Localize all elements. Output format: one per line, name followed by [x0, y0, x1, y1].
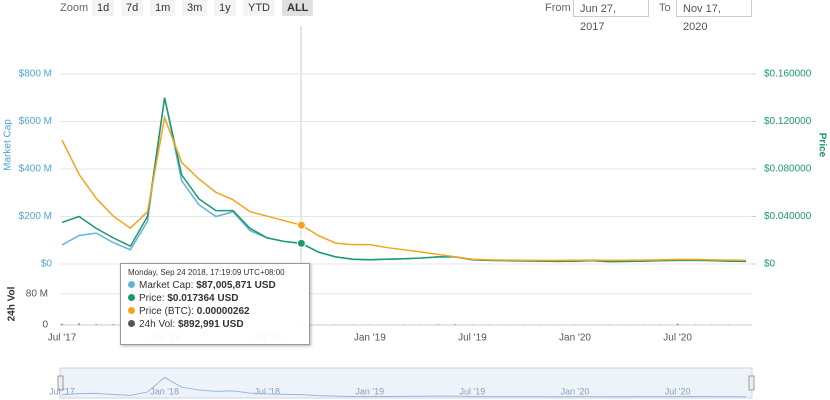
tooltip-value: $0.017364 USD	[167, 293, 239, 304]
y-tick-label: $200 M	[19, 211, 52, 222]
zoom-label: Zoom	[60, 2, 89, 14]
zoom-button[interactable]: 1y	[214, 0, 236, 16]
tooltip-row: Price (BTC): 0.00000262	[128, 305, 302, 318]
to-label: To	[659, 2, 671, 14]
x-tick-label: Jan '19	[354, 333, 386, 344]
zoom-button[interactable]: 1m	[150, 0, 176, 16]
tooltip-row: Price: $0.017364 USD	[128, 292, 302, 305]
from-label: From	[545, 2, 571, 14]
volume-bar	[454, 324, 457, 325]
navigator-tick-label: Jul '20	[665, 386, 691, 396]
zoom-button[interactable]: 3m	[182, 0, 208, 16]
navigator-tick-label: Jan '20	[561, 386, 590, 396]
vol-axis-title: 24h Vol	[7, 286, 18, 321]
tooltip-dot	[128, 294, 135, 301]
volume-bar	[61, 323, 63, 325]
zoom-button[interactable]: 7d	[121, 0, 144, 16]
zoom-button[interactable]: 1d	[92, 0, 115, 16]
y-axis-title: Market Cap	[3, 119, 14, 171]
volume-bar	[78, 323, 81, 325]
navigator-tick-label: Jul '19	[460, 386, 486, 396]
y2-tick-label: $0	[764, 259, 776, 270]
tooltip-date: Monday, Sep 24 2018, 17:19:09 UTC+08:00	[128, 268, 285, 277]
vol-tick-label: 0	[42, 320, 48, 331]
x-tick-label: Jul '17	[48, 333, 77, 344]
y2-tick-label: $0.160000	[764, 69, 812, 80]
y2-tick-label: $0.040000	[764, 211, 812, 222]
x-tick-label: Jul '20	[663, 333, 692, 344]
x-tick-label: Jan '20	[559, 333, 591, 344]
tooltip-dot	[128, 307, 135, 314]
tooltip-value: $892,991 USD	[177, 319, 244, 330]
y-tick-label: $600 M	[19, 116, 52, 127]
volume-bar	[112, 324, 115, 325]
hover-marker	[296, 220, 306, 230]
y2-tick-label: $0.120000	[764, 116, 812, 127]
tooltip-label: Price (BTC):	[139, 306, 194, 317]
series-line	[61, 114, 747, 262]
from-input[interactable]: Jun 27, 2017	[573, 0, 649, 33]
tooltip-label: 24h Vol:	[139, 319, 176, 330]
navigator-tick-label: Jul '18	[254, 386, 280, 396]
series-line	[61, 97, 747, 263]
y2-tick-label: $0.080000	[764, 164, 812, 175]
hover-marker	[296, 238, 306, 248]
tooltip-dot	[128, 281, 135, 288]
navigator-handle[interactable]	[748, 375, 755, 391]
navigator-line	[61, 376, 747, 398]
volume-bar	[95, 324, 98, 325]
series-line	[61, 97, 747, 263]
tooltip-row: Market Cap: $87,005,871 USD	[128, 279, 302, 292]
volume-bar	[676, 323, 679, 325]
volume-bar	[437, 324, 440, 325]
navigator-tick-label: Jan '18	[150, 386, 179, 396]
y-tick-label: $0	[41, 259, 53, 270]
zoom-button[interactable]: ALL	[282, 0, 314, 16]
tooltip-label: Market Cap:	[139, 280, 194, 291]
tooltip-row: 24h Vol: $892,991 USD	[128, 318, 302, 331]
navigator-tick-label: Jan '19	[355, 386, 384, 396]
y-tick-label: $400 M	[19, 164, 52, 175]
tooltip-label: Price:	[139, 293, 165, 304]
tooltip-dot	[128, 320, 135, 327]
y2-axis-title: Price	[816, 133, 827, 158]
tooltip-value: $87,005,871 USD	[196, 280, 276, 291]
tooltip: Monday, Sep 24 2018, 17:19:09 UTC+08:00 …	[120, 263, 310, 345]
y-tick-label: $800 M	[19, 69, 52, 80]
navigator-tick-label: Jul '17	[49, 386, 75, 396]
navigator-handle[interactable]	[57, 375, 64, 391]
zoom-button[interactable]: YTD	[243, 0, 275, 16]
x-tick-label: Jul '19	[458, 333, 487, 344]
to-input[interactable]: Nov 17, 2020	[676, 0, 752, 33]
vol-tick-label: 80 M	[26, 288, 48, 299]
tooltip-value: 0.00000262	[196, 306, 250, 317]
